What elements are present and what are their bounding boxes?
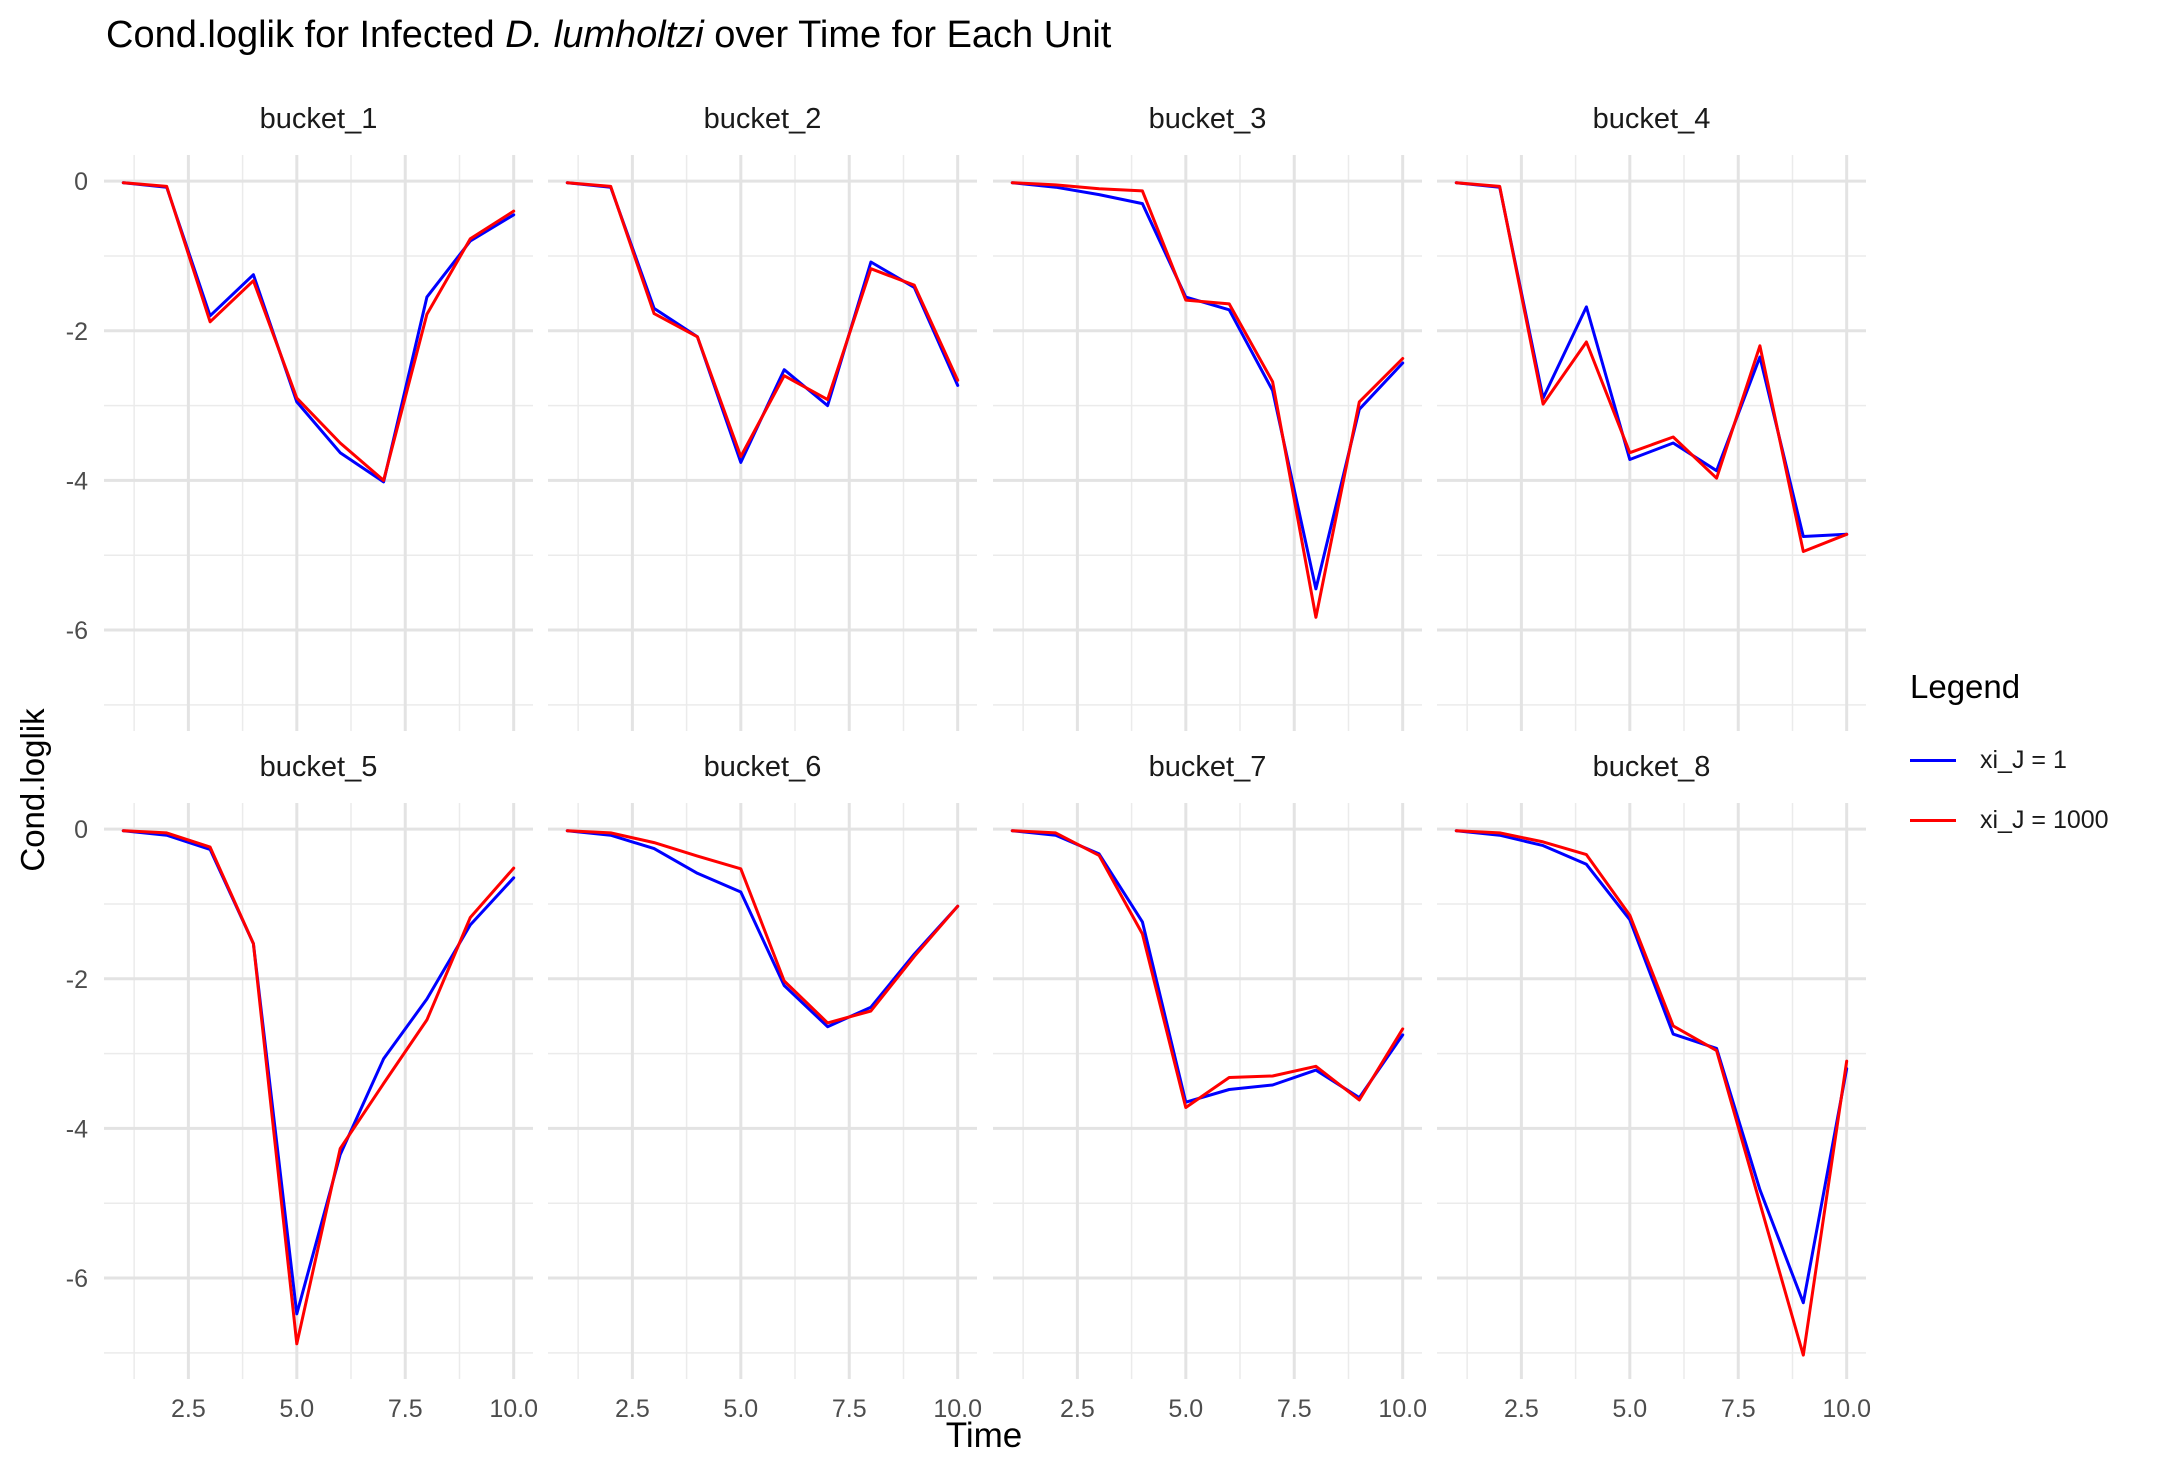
y-axis-title: Cond.loglik: [14, 708, 51, 872]
legend-title: Legend: [1910, 668, 2021, 705]
series-line: [121, 181, 516, 484]
x-tick-label: 7.5: [832, 1395, 867, 1423]
chart-title-suffix: over Time for Each Unit: [703, 14, 1112, 56]
x-tick-label: 2.5: [1060, 1395, 1095, 1423]
series-line: [1010, 829, 1405, 1104]
series-line: [565, 829, 960, 1029]
x-tick-label: 5.0: [1612, 1395, 1647, 1423]
legend-label-xi-1000: xi_J = 1000: [1980, 805, 2109, 834]
facet-label: bucket_7: [1149, 751, 1267, 783]
series-line: [565, 181, 960, 464]
y-tick-label: -2: [66, 966, 88, 994]
series-line: [1010, 181, 1405, 591]
facet-label: bucket_6: [704, 751, 822, 783]
x-axis-title: Time: [946, 1416, 1022, 1455]
x-tick-label: 10.0: [1378, 1395, 1427, 1423]
legend-item-xi-1: xi_J = 1: [1910, 730, 2109, 790]
legend-item-xi-1000: xi_J = 1000: [1910, 790, 2109, 850]
series-line: [121, 181, 516, 482]
series-line: [565, 829, 960, 1025]
y-tick-label: 0: [74, 168, 88, 196]
chart-title-species: D. lumholtzi: [505, 14, 704, 56]
series-line: [121, 829, 516, 1316]
x-tick-label: 2.5: [1504, 1395, 1539, 1423]
series-line: [121, 829, 516, 1346]
facet-label: bucket_2: [704, 103, 822, 135]
x-tick-label: 10.0: [489, 1395, 538, 1423]
series-line: [1454, 181, 1849, 553]
x-tick-label: 5.0: [279, 1395, 314, 1423]
x-tick-label: 2.5: [615, 1395, 650, 1423]
x-tick-label: 7.5: [1721, 1395, 1756, 1423]
facet-label: bucket_8: [1593, 751, 1711, 783]
x-tick-label: 10.0: [933, 1395, 982, 1423]
x-tick-label: 7.5: [1277, 1395, 1312, 1423]
y-tick-label: -2: [66, 318, 88, 346]
chart-title-prefix: Cond.loglik for Infected: [106, 14, 506, 56]
legend-key-xi-1: [1910, 758, 1956, 762]
series-line: [1010, 181, 1405, 619]
y-tick-label: 0: [74, 816, 88, 844]
x-tick-label: 5.0: [1168, 1395, 1203, 1423]
x-tick-label: 7.5: [388, 1395, 423, 1423]
facet-label: bucket_1: [260, 103, 378, 135]
y-tick-label: -4: [66, 1115, 88, 1143]
legend-key-xi-1000: [1910, 818, 1956, 822]
y-tick-label: -6: [66, 617, 88, 645]
legend: Legend xi_J = 1 xi_J = 1000: [1910, 668, 2109, 850]
series-line: [565, 181, 960, 458]
x-tick-label: 2.5: [171, 1395, 206, 1423]
chart-title: Cond.loglik for Infected D. lumholtzi ov…: [106, 14, 1111, 57]
x-tick-label: 10.0: [1822, 1395, 1871, 1423]
series-line: [1454, 829, 1849, 1357]
series-line: [1454, 829, 1849, 1305]
legend-label-xi-1: xi_J = 1: [1980, 745, 2067, 774]
facet-label: bucket_5: [260, 751, 378, 783]
x-tick-label: 5.0: [723, 1395, 758, 1423]
facet-label: bucket_4: [1593, 103, 1711, 135]
y-tick-label: -4: [66, 467, 88, 495]
y-tick-label: -6: [66, 1265, 88, 1293]
series-line: [1010, 829, 1405, 1109]
facet-label: bucket_3: [1149, 103, 1267, 135]
